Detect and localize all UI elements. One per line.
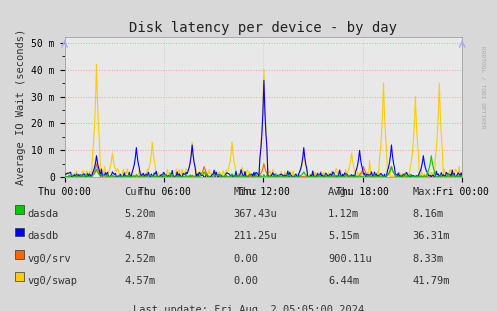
Text: dasdb: dasdb [28,231,59,241]
Text: 5.20m: 5.20m [124,209,156,219]
Text: 211.25u: 211.25u [234,231,277,241]
Text: 900.11u: 900.11u [328,254,372,264]
Text: vg0/srv: vg0/srv [28,254,72,264]
Y-axis label: Average IO Wait (seconds): Average IO Wait (seconds) [16,29,26,185]
Text: RRDTOOL / TOBI OETIKER: RRDTOOL / TOBI OETIKER [481,46,486,128]
Text: 0.00: 0.00 [234,254,258,264]
Text: 8.16m: 8.16m [413,209,444,219]
Text: 4.87m: 4.87m [124,231,156,241]
Text: dasda: dasda [28,209,59,219]
Text: 8.33m: 8.33m [413,254,444,264]
Text: 4.57m: 4.57m [124,276,156,286]
Text: Max:: Max: [413,187,437,197]
Text: 0.00: 0.00 [234,276,258,286]
Title: Disk latency per device - by day: Disk latency per device - by day [129,21,398,35]
Text: Cur:: Cur: [124,187,149,197]
Text: 1.12m: 1.12m [328,209,359,219]
Text: Last update: Fri Aug  2 05:05:00 2024: Last update: Fri Aug 2 05:05:00 2024 [133,305,364,311]
Text: 367.43u: 367.43u [234,209,277,219]
Text: 36.31m: 36.31m [413,231,450,241]
Text: Avg:: Avg: [328,187,353,197]
Text: vg0/swap: vg0/swap [28,276,78,286]
Text: 2.52m: 2.52m [124,254,156,264]
Text: 5.15m: 5.15m [328,231,359,241]
Text: 6.44m: 6.44m [328,276,359,286]
Text: Min:: Min: [234,187,258,197]
Text: 41.79m: 41.79m [413,276,450,286]
